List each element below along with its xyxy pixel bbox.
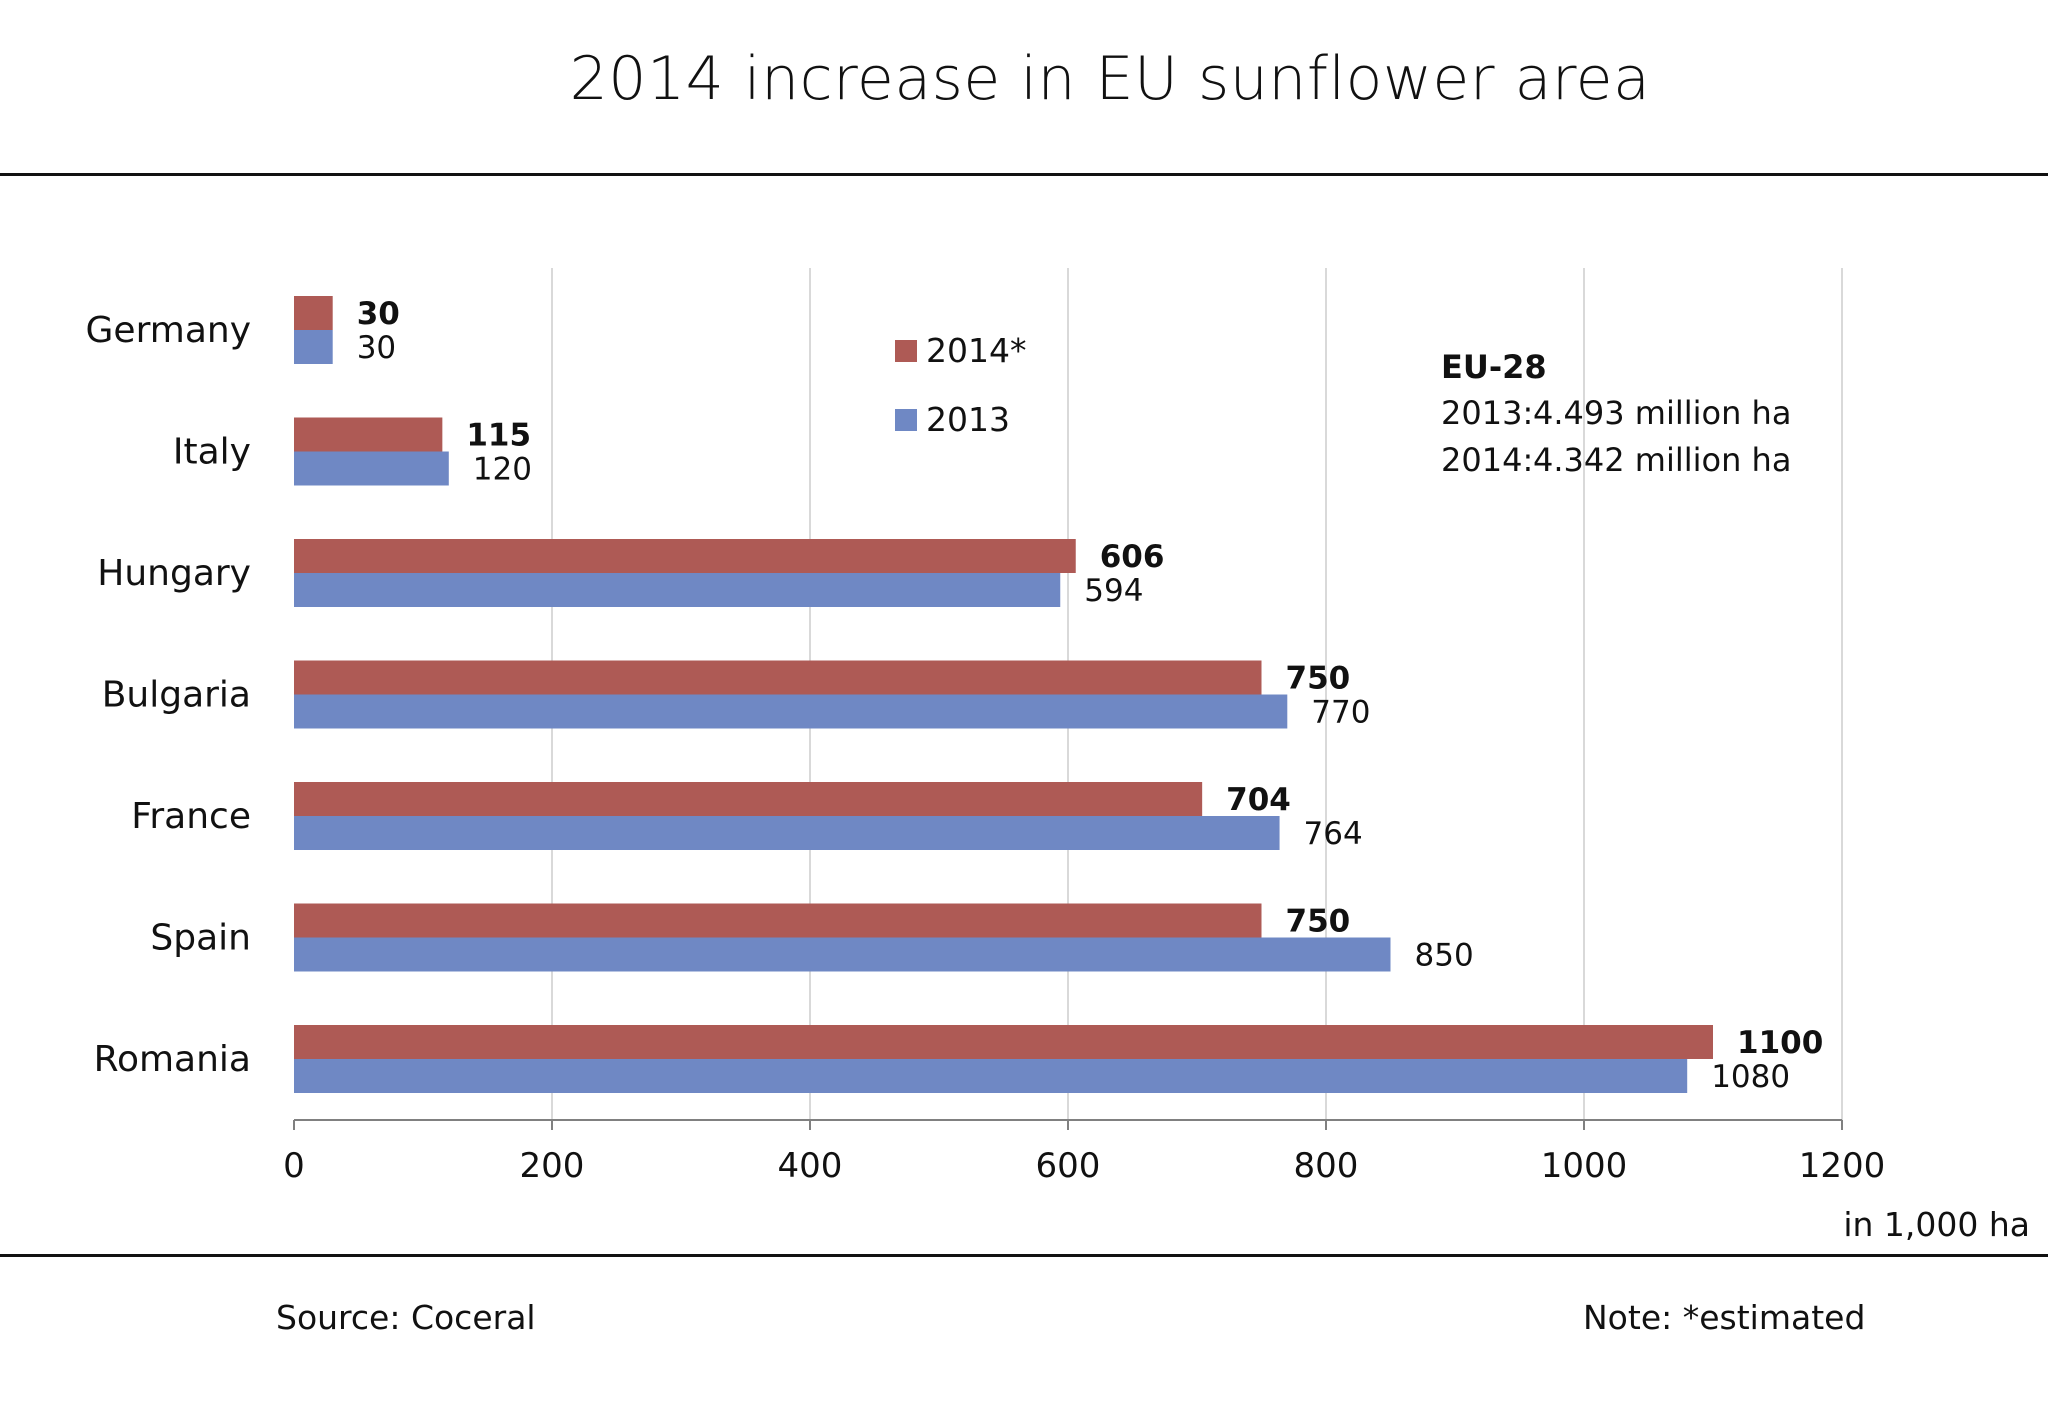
bar-france-2014: [294, 782, 1203, 816]
category-label-romania: Romania: [94, 1039, 251, 1080]
bottom-divider: [0, 1254, 2048, 1257]
bar-france-2013: [294, 816, 1280, 850]
data-label: 750: [1286, 904, 1351, 940]
data-label: 750: [1286, 661, 1351, 697]
bar-germany-2014: [294, 296, 333, 330]
bar-hungary-2014: [294, 539, 1076, 573]
bars: [294, 296, 1713, 1093]
bar-bulgaria-2013: [294, 694, 1288, 729]
chart-title: 2014 increase in EU sunflower area: [569, 44, 1651, 114]
data-label: 30: [357, 330, 396, 366]
category-label-italy: Italy: [173, 432, 251, 473]
bar-romania-2014: [294, 1025, 1713, 1059]
top-divider: [0, 173, 2048, 176]
source-note: Source: Coceral: [276, 1298, 536, 1337]
bar-romania-2013: [294, 1059, 1688, 1093]
x-tick-label: 200: [520, 1146, 585, 1186]
data-label: 850: [1415, 938, 1474, 974]
bar-italy-2014: [294, 417, 443, 452]
bar-hungary-2013: [294, 573, 1061, 607]
data-label: 606: [1100, 539, 1165, 575]
bar-italy-2013: [294, 451, 449, 486]
eu28-info-box: EU-28 2013: 4.493 million ha 2014: 4.342…: [1441, 348, 1791, 479]
x-axis: 0 200 400 600 800 1000 1200: [283, 1119, 1886, 1186]
data-label: 1080: [1711, 1059, 1790, 1095]
data-label: 120: [473, 452, 532, 488]
x-tick-label: 600: [1036, 1146, 1101, 1186]
data-label: 30: [357, 296, 400, 332]
x-tick-label: 1200: [1799, 1146, 1886, 1186]
category-label-france: France: [131, 796, 251, 837]
bar-spain-2013: [294, 937, 1391, 972]
category-labels: Germany Italy Hungary Bulgaria France Spain Ro…: [86, 310, 251, 1080]
info-heading: EU-28: [1441, 348, 1547, 386]
x-axis-unit-label: in 1,000 ha: [1843, 1205, 2030, 1244]
legend-swatch-2014: [895, 340, 917, 362]
bar-germany-2013: [294, 330, 333, 364]
data-label: 770: [1311, 695, 1370, 731]
x-tick-label: 400: [778, 1146, 843, 1186]
category-label-germany: Germany: [86, 310, 251, 351]
x-tick-label: 0: [283, 1146, 305, 1186]
info-2013-label: 2013:: [1441, 394, 1533, 432]
data-label: 1100: [1737, 1025, 1823, 1061]
bar-bulgaria-2014: [294, 660, 1262, 695]
legend: 2014* 2013: [895, 331, 1026, 439]
info-2014-label: 2014:: [1441, 441, 1533, 479]
data-label: 594: [1084, 573, 1143, 609]
info-2013-value: 4.493 million ha: [1533, 394, 1791, 432]
legend-label-2013: 2013: [926, 400, 1010, 439]
category-label-bulgaria: Bulgaria: [102, 675, 251, 716]
value-labels: 3030115120606594750770704764750850110010…: [357, 296, 1824, 1095]
data-label: 704: [1226, 782, 1291, 818]
estimate-note: Note: *estimated: [1583, 1298, 1866, 1337]
bar-spain-2014: [294, 903, 1262, 938]
data-label: 115: [466, 418, 531, 454]
category-label-spain: Spain: [150, 918, 251, 959]
x-tick-label: 800: [1294, 1146, 1359, 1186]
legend-label-2014: 2014*: [926, 331, 1026, 370]
data-label: 764: [1304, 816, 1363, 852]
category-label-hungary: Hungary: [97, 553, 251, 594]
x-tick-label: 1000: [1541, 1146, 1628, 1186]
legend-swatch-2013: [895, 409, 917, 431]
info-2014-value: 4.342 million ha: [1533, 441, 1791, 479]
